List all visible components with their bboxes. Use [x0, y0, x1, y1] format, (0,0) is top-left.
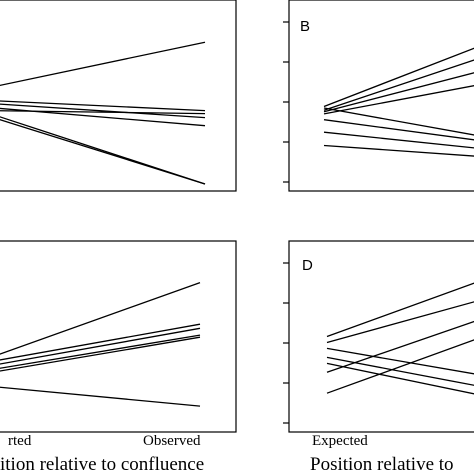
series-line-2 [0, 323, 201, 361]
panel-d: D Expected Position relative to [283, 240, 474, 474]
series-line-7 [0, 110, 206, 115]
series-line-4 [0, 116, 206, 185]
series-line-6 [0, 386, 201, 407]
y-axis-ticks [283, 21, 289, 183]
plot-frame [288, 240, 474, 433]
y-axis-ticks [283, 262, 289, 424]
plot-frame [0, 0, 237, 192]
series-line-5 [0, 119, 206, 185]
plot-frame [0, 240, 237, 433]
x-category-right-label: Observed [143, 433, 201, 449]
series-line-7 [323, 131, 474, 149]
panel-c: rted Observed ition relative to confluen… [0, 240, 237, 474]
series-line-2 [0, 100, 206, 112]
x-axis-label: ition relative to confluence [0, 454, 204, 474]
series-line-4 [0, 334, 201, 369]
panel-a [0, 0, 237, 192]
series-line-6 [326, 320, 474, 373]
x-category-left-label: rted [8, 433, 32, 449]
series-line-8 [323, 144, 474, 157]
series-line-1 [0, 41, 206, 87]
series-lines [0, 281, 201, 407]
series-line-1 [326, 282, 474, 338]
series-line-6 [323, 119, 474, 141]
x-category-left-label: Expected [312, 433, 368, 449]
panel-b: B [283, 0, 474, 192]
x-axis-label: Position relative to [310, 454, 454, 474]
series-line-3 [326, 347, 474, 375]
series-line-3 [323, 72, 474, 113]
series-line-2 [326, 301, 474, 344]
series-line-1 [323, 47, 474, 108]
series-line-5 [0, 336, 201, 372]
panel-letter: B [300, 18, 310, 35]
series-line-2 [323, 59, 474, 111]
series-line-5 [326, 362, 474, 395]
series-line-3 [0, 103, 206, 119]
plot-frame [288, 0, 474, 192]
series-line-4 [323, 85, 474, 115]
series-line-5 [323, 107, 474, 136]
panel-letter: D [302, 257, 313, 274]
series-line-7 [326, 339, 474, 394]
series-line-3 [0, 327, 201, 365]
series-lines [0, 41, 206, 185]
series-lines [326, 282, 474, 395]
series-lines [323, 47, 474, 157]
series-line-1 [0, 281, 201, 355]
